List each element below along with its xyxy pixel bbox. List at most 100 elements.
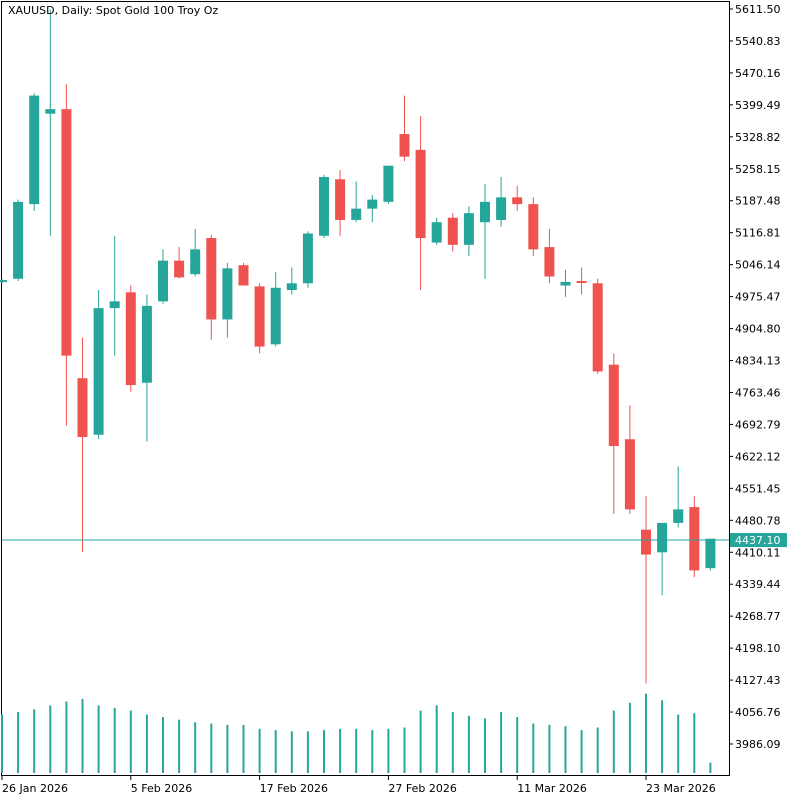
x-tick-label: 11 Mar 2026 [517, 782, 587, 795]
candle [0, 278, 7, 284]
candle-body [415, 149, 426, 239]
candle-body [238, 265, 249, 286]
candle-body [302, 233, 313, 284]
candle-body [560, 281, 571, 286]
candle-body [93, 308, 104, 435]
candle [367, 195, 378, 223]
candle [351, 181, 362, 223]
candle [238, 262, 249, 286]
candle [528, 197, 539, 257]
candle-body [158, 260, 168, 302]
candle [544, 228, 555, 284]
candle [657, 522, 668, 596]
candle-body [673, 509, 684, 523]
candle [624, 405, 635, 514]
candle-body [528, 204, 539, 250]
candle-body [496, 197, 507, 220]
candle [141, 294, 152, 442]
candle-body [141, 305, 152, 383]
candle [512, 186, 523, 211]
candle [270, 271, 281, 347]
candle-body [592, 283, 603, 372]
y-tick-label: 5611.50 [735, 3, 781, 16]
candle-body [286, 283, 297, 291]
y-tick-label: 5116.81 [735, 227, 781, 240]
candle [254, 283, 265, 354]
y-tick-label: 4268.77 [735, 610, 781, 623]
candle-body [657, 522, 668, 553]
y-tick-label: 5187.48 [735, 195, 781, 208]
candle [77, 337, 88, 553]
candle [463, 206, 474, 257]
candle [302, 231, 313, 288]
candle [576, 267, 587, 295]
candle-body [254, 286, 265, 347]
candle-body [77, 378, 88, 438]
candle-body [190, 249, 201, 275]
candle [608, 353, 619, 514]
plot-area[interactable] [1, 1, 730, 776]
candle [93, 290, 104, 440]
candle-body [463, 213, 474, 245]
candle-body [624, 439, 635, 510]
candle-layer [0, 9, 716, 684]
candle [689, 495, 700, 578]
candle-body [174, 260, 185, 278]
candle [222, 262, 233, 338]
y-tick-label: 5328.82 [735, 131, 781, 144]
x-tick-label: 17 Feb 2026 [260, 782, 328, 795]
candle-body [383, 165, 394, 202]
y-tick-label: 4056.76 [735, 706, 781, 719]
candle [125, 285, 136, 392]
y-tick-label: 5399.49 [735, 99, 781, 112]
candle-body [45, 109, 56, 114]
price-axis: 5611.50 5540.83 5470.16 5399.49 5328.82 5258.… [729, 3, 781, 751]
candle-body [13, 201, 24, 279]
candle [174, 247, 185, 279]
candle [560, 269, 571, 297]
candle-body [512, 197, 523, 205]
candle [286, 267, 297, 295]
candle-body [399, 134, 410, 157]
y-tick-label: 5046.14 [735, 259, 781, 272]
candle [29, 93, 40, 211]
candle-body [480, 201, 490, 223]
volume-layer [1, 693, 712, 773]
y-tick-label: 4410.11 [735, 546, 781, 559]
candle-body [431, 222, 442, 243]
candle [190, 228, 201, 277]
candle-body [125, 292, 136, 385]
candle [109, 235, 120, 356]
y-tick-label: 4480.78 [735, 514, 781, 527]
x-tick-label: 23 Mar 2026 [646, 782, 716, 795]
candle [335, 170, 346, 236]
price-line-layer: 4437.10 [2, 533, 787, 548]
time-axis: 26 Jan 2026 5 Feb 2026 17 Feb 2026 27 Feb 2… [1, 775, 716, 795]
x-tick-label: 26 Jan 2026 [2, 782, 68, 795]
y-tick-label: 5470.16 [735, 67, 781, 80]
candle-body [641, 529, 651, 555]
y-tick-label: 4622.12 [735, 450, 781, 463]
candle-body [319, 176, 329, 236]
candle-body [608, 364, 619, 447]
y-tick-label: 4339.44 [735, 578, 781, 591]
candle [592, 278, 603, 374]
candle [158, 249, 168, 304]
y-tick-label: 4975.47 [735, 291, 781, 304]
candle-body [705, 538, 716, 569]
y-tick-label: 4834.13 [735, 355, 781, 368]
y-tick-label: 4127.43 [735, 674, 781, 687]
candle-body [576, 280, 587, 283]
y-tick-label: 4198.10 [735, 642, 781, 655]
candle [399, 95, 410, 162]
candle-body [689, 507, 700, 571]
candle [415, 115, 426, 291]
candle [383, 165, 394, 205]
candle-body [335, 179, 346, 220]
x-tick-label: 5 Feb 2026 [131, 782, 192, 795]
candle [447, 213, 458, 252]
candle-body [0, 280, 7, 283]
candle-body [270, 287, 281, 345]
